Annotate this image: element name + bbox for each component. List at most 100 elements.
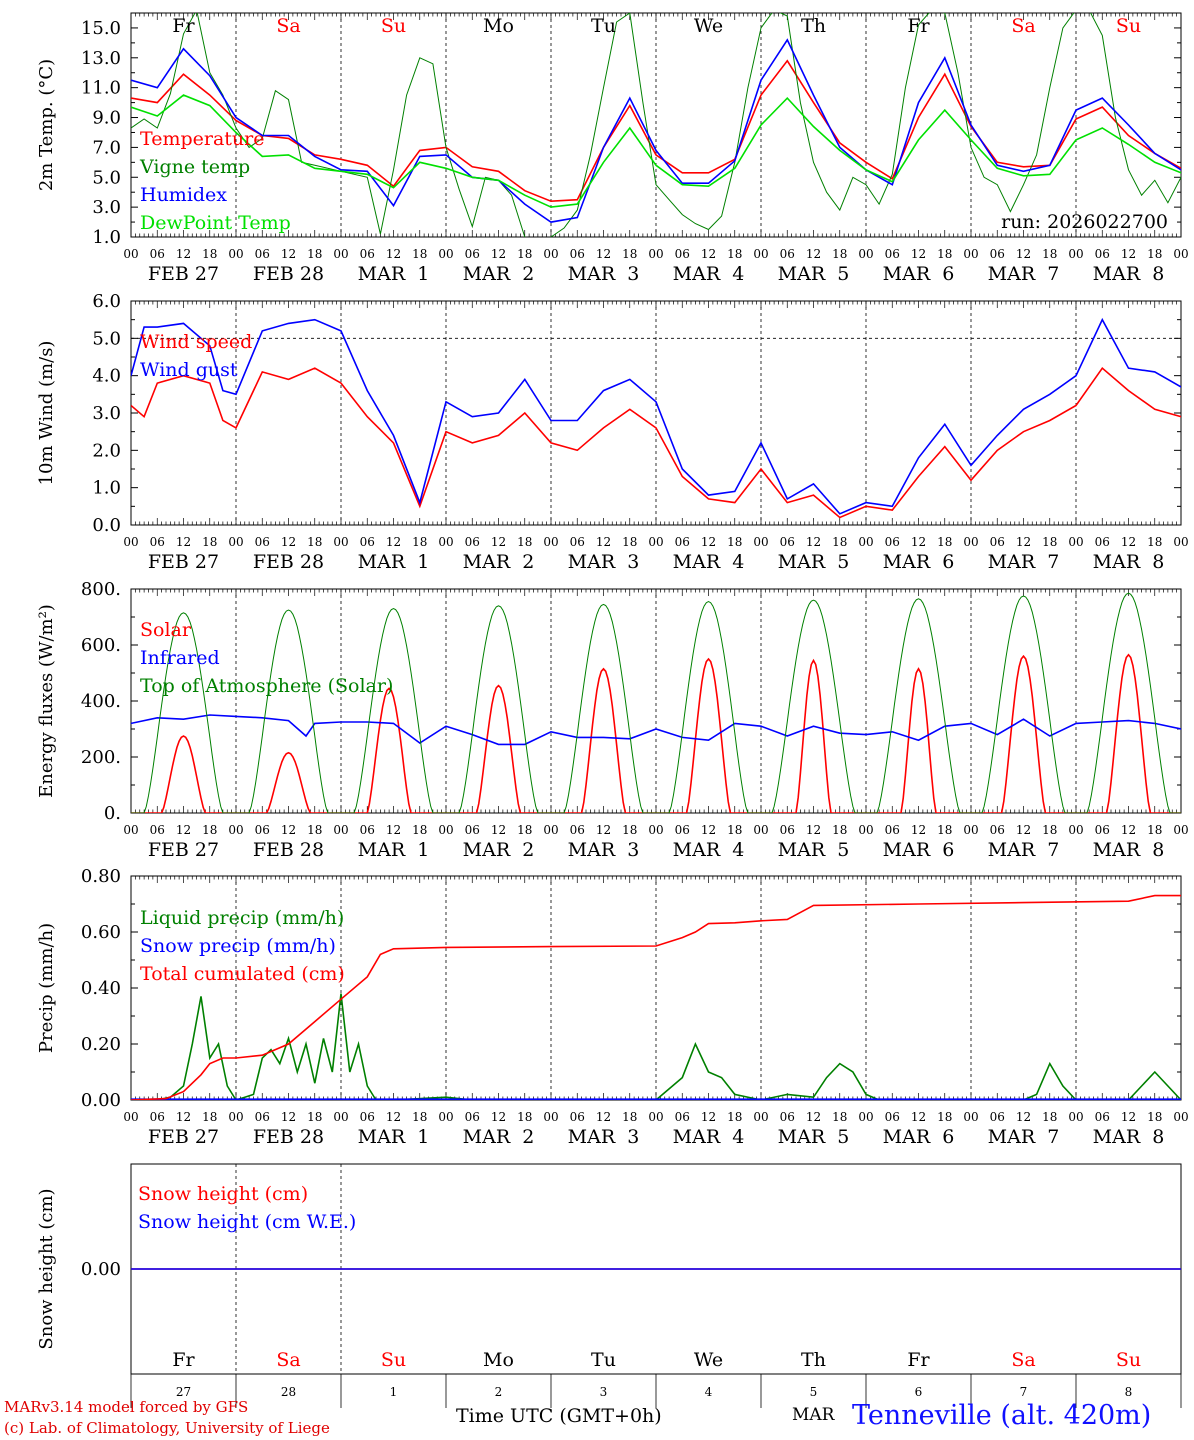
hour-tick-label: 06 bbox=[990, 535, 1005, 549]
panel-precip bbox=[130, 875, 1182, 1101]
date-label: MAR 5 bbox=[778, 1126, 850, 1148]
hour-tick-label: 12 bbox=[1016, 823, 1031, 837]
hour-tick-label: 00 bbox=[858, 535, 873, 549]
model-credit: MARv3.14 model forced by GFS bbox=[4, 1398, 249, 1416]
hour-tick-label: 00 bbox=[963, 1110, 978, 1124]
hour-tick-label: 18 bbox=[202, 247, 217, 261]
weekday-label: Su bbox=[1116, 15, 1141, 37]
hour-tick-label: 18 bbox=[1147, 1110, 1162, 1124]
hour-tick-label: 18 bbox=[727, 247, 742, 261]
hour-tick-label: 06 bbox=[1095, 247, 1110, 261]
y-tick-label: 6.0 bbox=[92, 291, 121, 312]
hour-tick-label: 12 bbox=[1121, 535, 1136, 549]
date-label: FEB 27 bbox=[148, 551, 219, 573]
hour-tick-label: 00 bbox=[753, 823, 768, 837]
hour-tick-label: 18 bbox=[1147, 535, 1162, 549]
hour-tick-label: 06 bbox=[675, 823, 690, 837]
legend-entry: Wind gust bbox=[140, 359, 238, 381]
date-label: MAR 1 bbox=[358, 551, 430, 573]
hour-tick-label: 06 bbox=[780, 823, 795, 837]
hour-tick-label: 12 bbox=[806, 823, 821, 837]
y-axis-label: Precip (mm/h) bbox=[36, 923, 57, 1053]
hour-tick-label: 00 bbox=[123, 535, 138, 549]
hour-tick-label: 18 bbox=[622, 823, 637, 837]
hour-tick-label: 06 bbox=[570, 535, 585, 549]
hour-tick-label: 00 bbox=[858, 823, 873, 837]
hour-tick-label: 18 bbox=[517, 1110, 532, 1124]
hour-tick-label: 00 bbox=[228, 247, 243, 261]
series-line-temperature bbox=[131, 59, 1181, 203]
day-number: 7 bbox=[1020, 1385, 1028, 1399]
weekday-label: Mo bbox=[483, 1349, 514, 1371]
hour-tick-label: 12 bbox=[596, 823, 611, 837]
y-tick-label: 11.0 bbox=[81, 78, 121, 99]
hour-tick-label: 18 bbox=[1042, 247, 1057, 261]
date-label: FEB 27 bbox=[148, 263, 219, 285]
weekday-label: Sa bbox=[1011, 15, 1035, 37]
series-line-top-of-atmosphere-solar- bbox=[131, 592, 1181, 813]
hour-tick-label: 18 bbox=[622, 1110, 637, 1124]
y-tick-label: 0.80 bbox=[81, 866, 121, 887]
hour-tick-label: 12 bbox=[596, 535, 611, 549]
hour-tick-label: 00 bbox=[648, 535, 663, 549]
weekday-label: Th bbox=[801, 1349, 826, 1371]
hour-tick-label: 06 bbox=[780, 1110, 795, 1124]
series-line-humidex bbox=[131, 38, 1181, 223]
hour-tick-label: 18 bbox=[307, 247, 322, 261]
hour-tick-label: 18 bbox=[307, 1110, 322, 1124]
hour-tick-label: 06 bbox=[990, 1110, 1005, 1124]
hour-tick-label: 18 bbox=[1042, 535, 1057, 549]
y-tick-label: 0.00 bbox=[81, 1090, 121, 1111]
hour-tick-label: 12 bbox=[911, 247, 926, 261]
date-label: MAR 4 bbox=[673, 839, 745, 861]
y-tick-label: 9.0 bbox=[92, 108, 121, 129]
date-label: MAR 7 bbox=[988, 551, 1060, 573]
date-label: MAR 6 bbox=[883, 551, 955, 573]
hour-tick-label: 00 bbox=[753, 1110, 768, 1124]
day-number: 27 bbox=[176, 1385, 191, 1399]
hour-tick-label: 12 bbox=[701, 823, 716, 837]
hour-tick-label: 00 bbox=[543, 1110, 558, 1124]
hour-tick-label: 12 bbox=[281, 1110, 296, 1124]
hour-tick-label: 06 bbox=[465, 1110, 480, 1124]
series-line-infrared bbox=[131, 714, 1181, 746]
hour-tick-label: 06 bbox=[780, 247, 795, 261]
day-number: 8 bbox=[1125, 1385, 1133, 1399]
hour-tick-label: 12 bbox=[596, 1110, 611, 1124]
hour-tick-label: 00 bbox=[753, 247, 768, 261]
hour-tick-label: 06 bbox=[150, 247, 165, 261]
y-tick-label: 0.40 bbox=[81, 978, 121, 999]
hour-tick-label: 00 bbox=[543, 247, 558, 261]
y-tick-label: 2.0 bbox=[92, 440, 121, 461]
y-tick-label: 5.0 bbox=[92, 328, 121, 349]
date-label: MAR 5 bbox=[778, 551, 850, 573]
date-label: MAR 5 bbox=[778, 263, 850, 285]
date-label: MAR 2 bbox=[463, 263, 535, 285]
legend-entry: DewPoint Temp bbox=[140, 212, 291, 234]
series-line-liquid-precip-mm-h- bbox=[131, 993, 1181, 1100]
hour-tick-label: 00 bbox=[123, 247, 138, 261]
hour-tick-label: 00 bbox=[438, 535, 453, 549]
day-number: 2 bbox=[495, 1385, 503, 1399]
y-tick-label: 4.0 bbox=[92, 366, 121, 387]
hour-tick-label: 18 bbox=[727, 1110, 742, 1124]
hour-tick-label: 00 bbox=[438, 247, 453, 261]
hour-tick-label: 18 bbox=[1042, 823, 1057, 837]
weekday-label: Sa bbox=[276, 15, 300, 37]
hour-tick-label: 00 bbox=[858, 247, 873, 261]
weekday-label: Fr bbox=[172, 15, 195, 37]
day-number: 6 bbox=[915, 1385, 923, 1399]
hour-tick-label: 18 bbox=[202, 1110, 217, 1124]
legend-entry: Temperature bbox=[140, 128, 264, 150]
hour-tick-label: 12 bbox=[281, 535, 296, 549]
hour-tick-label: 00 bbox=[123, 1110, 138, 1124]
hour-tick-label: 06 bbox=[570, 1110, 585, 1124]
hour-tick-label: 00 bbox=[123, 823, 138, 837]
hour-tick-label: 18 bbox=[1147, 247, 1162, 261]
series-line-vigne-temp bbox=[131, 13, 1181, 237]
run-annotation: run: 2026022700 bbox=[1001, 211, 1168, 233]
hour-tick-label: 12 bbox=[911, 823, 926, 837]
weekday-label: Tu bbox=[591, 15, 616, 37]
hour-tick-label: 12 bbox=[281, 823, 296, 837]
panel-temp bbox=[130, 12, 1182, 238]
